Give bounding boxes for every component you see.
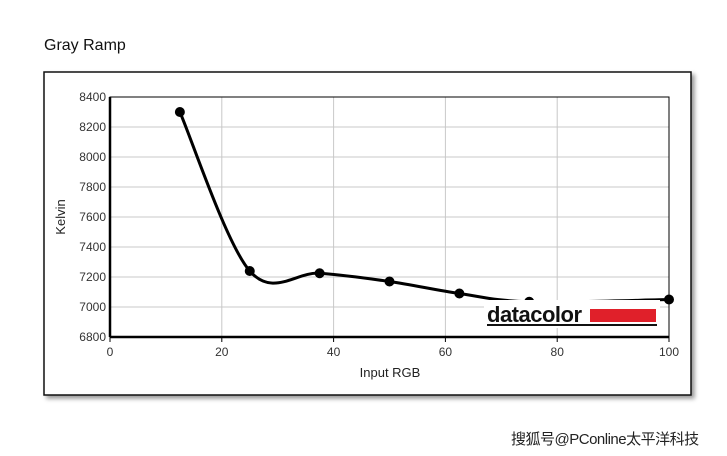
x-tick-label: 80 [551, 345, 565, 359]
y-tick-label: 7600 [79, 210, 106, 224]
y-axis-label: Kelvin [53, 199, 68, 234]
y-tick-label: 7000 [79, 300, 106, 314]
y-tick-label: 8000 [79, 150, 106, 164]
x-tick-label: 40 [327, 345, 341, 359]
chart-frame [43, 71, 692, 396]
data-point [244, 266, 255, 276]
chart-title: Gray Ramp [44, 37, 126, 54]
x-tick-label: 100 [659, 345, 679, 359]
y-tick-label: 7800 [79, 180, 106, 194]
y-tick-label: 7200 [79, 270, 106, 284]
datacolor-logo: datacolor [484, 300, 660, 328]
x-tick-label: 20 [215, 345, 229, 359]
data-point [454, 288, 465, 299]
x-tick-label: 0 [107, 345, 114, 359]
y-tick-label: 7400 [79, 240, 106, 254]
y-tick-label: 8200 [79, 120, 106, 134]
data-point [314, 268, 325, 279]
x-tick-label: 60 [439, 345, 453, 359]
svg-text:datacolor: datacolor [487, 302, 582, 327]
data-point [664, 294, 674, 305]
y-tick-label: 6800 [79, 330, 106, 344]
data-point [174, 107, 185, 117]
tick-labels: 0 20 40 60 80 100 6800 7000 7200 7400 7600 7800 8000… [79, 90, 679, 359]
watermark: 搜狐号@PConline太平洋科技 [511, 431, 699, 448]
data-point [384, 276, 395, 287]
x-axis-label: Input RGB [360, 365, 421, 380]
y-tick-label: 8400 [79, 90, 106, 104]
